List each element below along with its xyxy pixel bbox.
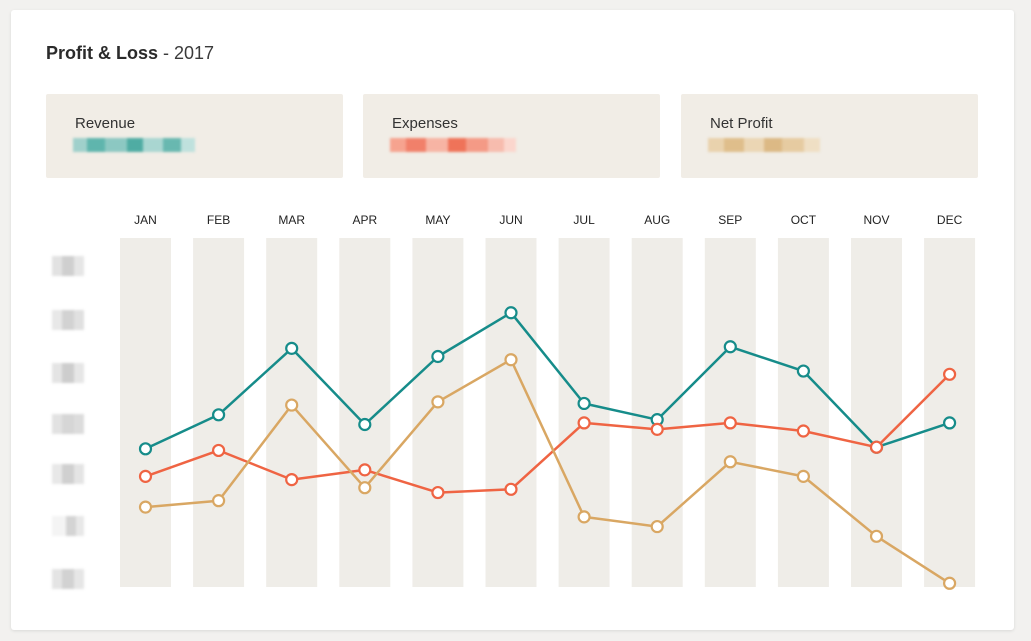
kpi-net-profit-value-redacted bbox=[708, 138, 848, 152]
data-point-expenses bbox=[504, 482, 518, 496]
y-tick-label-redacted bbox=[52, 464, 86, 484]
data-point-revenue bbox=[723, 340, 737, 354]
series-line-expenses bbox=[145, 373, 951, 494]
data-point-net-profit bbox=[504, 353, 518, 367]
x-tick-label: FEB bbox=[207, 213, 230, 227]
data-point-expenses bbox=[577, 416, 591, 430]
month-column-band bbox=[485, 238, 537, 587]
month-column-band bbox=[704, 238, 756, 587]
kpi-revenue-value-redacted bbox=[73, 138, 213, 152]
data-point-net-profit bbox=[212, 494, 226, 508]
data-point-expenses bbox=[723, 416, 737, 430]
month-column-band bbox=[266, 238, 318, 587]
data-point-revenue bbox=[138, 442, 153, 456]
card-title: Profit & Loss - 2017 bbox=[46, 43, 214, 64]
x-tick-label: OCT bbox=[791, 213, 817, 227]
kpi-revenue-label: Revenue bbox=[75, 115, 136, 132]
kpi-revenue: Revenue bbox=[46, 94, 343, 178]
kpi-expenses-label: Expenses bbox=[392, 115, 458, 132]
data-point-net-profit bbox=[650, 519, 664, 534]
x-tick-label: JUN bbox=[499, 213, 522, 227]
month-column-band bbox=[412, 238, 464, 587]
data-point-expenses bbox=[285, 473, 299, 487]
data-point-net-profit bbox=[723, 455, 737, 469]
y-tick-label-redacted bbox=[52, 414, 86, 434]
data-point-expenses bbox=[431, 485, 445, 500]
data-point-expenses bbox=[869, 440, 884, 454]
month-column-band bbox=[631, 238, 683, 587]
data-point-net-profit bbox=[431, 395, 445, 409]
data-point-net-profit bbox=[942, 576, 957, 590]
y-tick-label-redacted bbox=[52, 310, 86, 330]
x-tick-label: NOV bbox=[863, 213, 889, 227]
x-tick-label: SEP bbox=[718, 213, 742, 227]
kpi-net-profit: Net Profit bbox=[681, 94, 978, 178]
month-column-band bbox=[120, 238, 171, 587]
data-point-revenue bbox=[796, 364, 811, 378]
data-point-net-profit bbox=[138, 500, 153, 514]
data-point-revenue bbox=[285, 341, 299, 355]
month-column-band bbox=[851, 238, 902, 587]
data-point-expenses bbox=[942, 367, 957, 381]
kpi-expenses-value-redacted bbox=[390, 138, 530, 152]
kpi-net-profit-label: Net Profit bbox=[710, 115, 773, 132]
month-column-band bbox=[339, 238, 391, 587]
kpi-expenses: Expenses bbox=[363, 94, 660, 178]
x-tick-label: APR bbox=[352, 213, 377, 227]
data-point-revenue bbox=[212, 408, 226, 422]
data-point-net-profit bbox=[796, 469, 811, 483]
title-main: Profit & Loss bbox=[46, 43, 159, 63]
data-point-revenue bbox=[942, 416, 957, 430]
data-point-revenue bbox=[577, 396, 591, 411]
data-point-expenses bbox=[212, 443, 226, 458]
month-column-band bbox=[558, 238, 610, 587]
y-tick-label-redacted bbox=[52, 363, 86, 383]
x-tick-label: JUL bbox=[573, 213, 595, 227]
x-tick-label: AUG bbox=[644, 213, 670, 227]
data-point-expenses bbox=[138, 469, 153, 483]
x-tick-label: MAY bbox=[425, 213, 450, 227]
title-year: - 2017 bbox=[158, 43, 215, 63]
x-tick-label: JAN bbox=[134, 213, 157, 227]
month-column-band bbox=[924, 238, 976, 587]
month-column-band bbox=[777, 238, 829, 587]
data-point-expenses bbox=[650, 422, 664, 436]
data-point-net-profit bbox=[285, 398, 299, 412]
x-tick-label: MAR bbox=[278, 213, 305, 227]
data-point-net-profit bbox=[358, 481, 372, 495]
series-line-revenue bbox=[144, 311, 950, 450]
data-point-revenue bbox=[504, 306, 518, 320]
series-line-net-profit bbox=[145, 358, 951, 585]
data-point-net-profit bbox=[869, 529, 884, 543]
y-tick-label-redacted bbox=[52, 256, 86, 276]
data-point-expenses bbox=[358, 463, 372, 477]
data-point-revenue bbox=[358, 417, 372, 432]
x-tick-label: DEC bbox=[937, 213, 963, 227]
data-point-expenses bbox=[796, 424, 811, 438]
y-tick-label-redacted bbox=[52, 516, 86, 536]
data-point-net-profit bbox=[577, 510, 591, 524]
data-point-revenue bbox=[431, 349, 445, 364]
y-tick-label-redacted bbox=[52, 569, 86, 589]
